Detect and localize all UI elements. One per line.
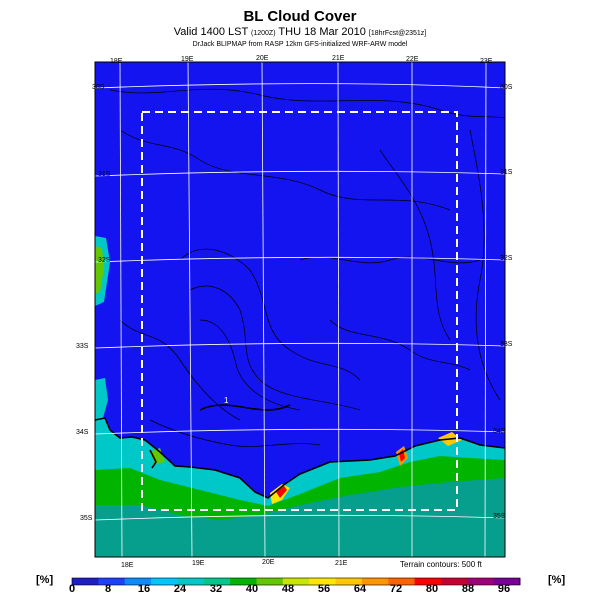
terrain-contours-note: Terrain contours: 500 ft — [398, 560, 484, 569]
parallel-33s — [94, 342, 506, 349]
left-lat-label: 35S — [80, 515, 93, 522]
colorbar-swatch — [72, 578, 99, 585]
right-lat-label: 31S — [500, 169, 513, 176]
forecast-info: [18hrFcst@2351z] — [368, 30, 427, 37]
left-lat-label: 32S — [98, 257, 111, 264]
colorbar-swatch — [203, 578, 231, 585]
top-lon-label: 21E — [332, 55, 345, 62]
parallel-35s — [94, 514, 506, 521]
colorbar-tick-label: 40 — [246, 583, 258, 595]
colorbar-tick-label: 80 — [426, 583, 438, 595]
colorbar-tick-label: 72 — [390, 583, 402, 595]
colorbar-swatch — [467, 578, 495, 585]
colorbar-unit-right: [%] — [548, 574, 566, 586]
inner-domain-box — [141, 111, 458, 511]
bottom-lon-label: 20E — [262, 559, 275, 566]
utc-time: (1200Z) — [251, 30, 276, 37]
colorbar-swatch — [309, 578, 337, 585]
parallel-32s — [94, 256, 506, 263]
meridian-18e — [119, 61, 123, 558]
top-lon-label: 22E — [406, 56, 419, 63]
right-lat-label: 32S — [500, 255, 513, 262]
parallel-31s — [94, 170, 506, 177]
land-cloud-variation — [95, 478, 505, 557]
right-lat-label: 35S — [493, 513, 506, 520]
colorbar-tick-label: 48 — [282, 583, 294, 595]
colorbar-swatch — [177, 578, 205, 585]
left-lat-label: 30S — [92, 84, 105, 91]
colorbar-swatch — [282, 578, 310, 585]
meridian-23e — [484, 61, 487, 558]
west-coast-cloud — [95, 378, 108, 420]
contour-thick — [199, 404, 291, 411]
chart-title: BL Cloud Cover — [243, 8, 357, 25]
colorbar-tick-label: 96 — [498, 583, 510, 595]
colorbar-tick-label: 24 — [174, 583, 187, 595]
right-lat-label: 34S — [493, 428, 506, 435]
colorbar-tick-label: 32 — [210, 583, 222, 595]
bottom-lon-label: 21E — [335, 560, 348, 567]
valid-time: Valid 1400 LST — [173, 26, 248, 38]
bottom-lon-label: 18E — [121, 562, 134, 569]
cloud-peak-1-core — [276, 486, 287, 498]
colorbar-tick-label: 0 — [69, 583, 75, 595]
left-lat-label: 34S — [76, 429, 89, 436]
map-frame — [94, 61, 506, 558]
colorbar-tick-label: 56 — [318, 583, 330, 595]
model-credit: DrJack BLIPMAP from RASP 12km GFS-initia… — [192, 41, 408, 48]
left-lat-label: 31S — [98, 171, 111, 178]
right-lat-label: 33S — [500, 341, 513, 348]
colorbar-frame — [71, 577, 521, 586]
bottom-lon-label: 19E — [192, 560, 205, 567]
top-lon-label: 23E — [480, 58, 493, 65]
left-lat-label: 33S — [76, 343, 89, 350]
colorbar-swatch — [335, 578, 363, 585]
colorbar-tick-label: 88 — [462, 583, 474, 595]
valid-time-line: Valid 1400 LST (1200Z) THU 18 Mar 2010 [… — [0, 26, 600, 38]
colorbar-tick-label: 8 — [105, 583, 111, 595]
colorbar-swatch — [388, 578, 416, 585]
map-marker-label: 1 — [224, 396, 229, 405]
colorbar-swatch — [98, 578, 126, 585]
right-lat-label: 30S — [500, 84, 513, 91]
colorbar-tick-label: 64 — [354, 583, 367, 595]
colorbar-swatch — [361, 578, 389, 585]
parallel-30s — [94, 83, 506, 89]
colorbar-swatch — [230, 578, 257, 585]
top-lon-label: 19E — [181, 56, 194, 63]
colorbar-swatch — [493, 578, 521, 585]
cloud-peak-4 — [150, 448, 165, 464]
colorbar-swatch — [414, 578, 442, 585]
lat-lon-grid — [94, 61, 506, 558]
top-lon-label: 18E — [110, 58, 123, 65]
colorbar-swatch — [256, 578, 284, 585]
northwest-cloud-core — [95, 246, 104, 294]
colorbar-swatch — [151, 578, 178, 585]
colorbar-tick-label: 16 — [138, 583, 150, 595]
colorbar-swatch — [440, 578, 468, 585]
meridian-20e — [261, 61, 266, 558]
meridian-21e — [337, 61, 340, 558]
valid-date: THU 18 Mar 2010 — [278, 26, 366, 38]
top-lon-label: 20E — [256, 55, 269, 62]
parallel-34s — [94, 428, 506, 435]
coastline — [94, 417, 506, 499]
meridian-19e — [187, 61, 193, 558]
terrain-contours — [109, 88, 506, 447]
colorbar-swatch — [124, 578, 152, 585]
colorbar-unit-left: [%] — [36, 574, 54, 586]
